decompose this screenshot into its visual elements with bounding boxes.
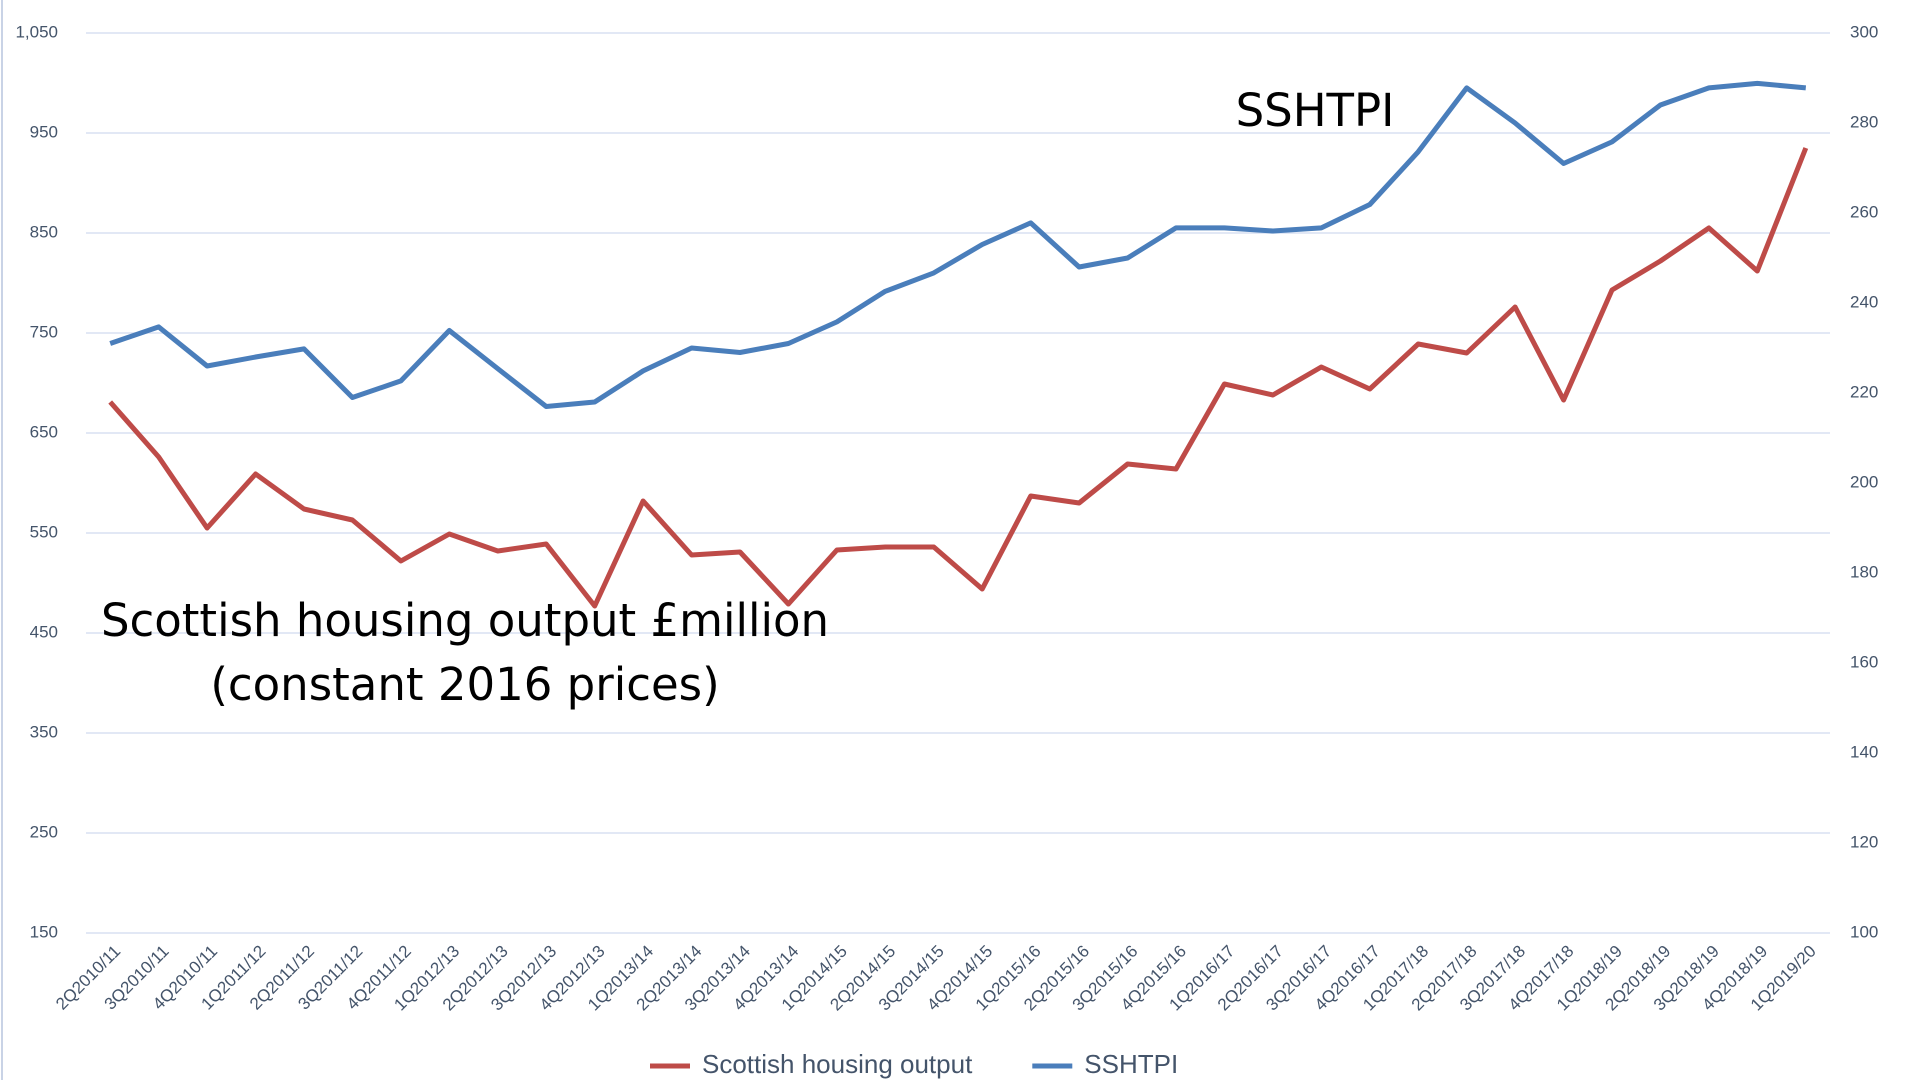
y-tick-label: 150 <box>30 922 58 941</box>
y2-tick-label: 280 <box>1850 112 1878 131</box>
y-tick-label: 750 <box>30 322 58 341</box>
y-tick-label: 450 <box>30 622 58 641</box>
series-line <box>109 80 1807 409</box>
y2-tick-label: 100 <box>1850 922 1878 941</box>
annotation: Scottish housing output £million <box>101 594 829 647</box>
y2-tick-label: 180 <box>1850 562 1878 581</box>
y2-tick-label: 120 <box>1850 832 1878 851</box>
y-tick-label: 1,050 <box>15 22 58 41</box>
y2-tick-label: 200 <box>1850 472 1878 491</box>
annotation: (constant 2016 prices) <box>210 658 719 711</box>
annotation: SSHTPI <box>1236 84 1395 137</box>
legend-label: SSHTPI <box>1084 1049 1178 1079</box>
y2-tick-label: 300 <box>1850 22 1878 41</box>
y2-tick-label: 260 <box>1850 202 1878 221</box>
y-tick-label: 350 <box>30 722 58 741</box>
series-line <box>108 147 1809 609</box>
y-tick-label: 850 <box>30 222 58 241</box>
y-tick-label: 550 <box>30 522 58 541</box>
legend-label: Scottish housing output <box>702 1049 973 1079</box>
y-tick-label: 250 <box>30 822 58 841</box>
y2-tick-label: 140 <box>1850 742 1878 761</box>
y2-tick-label: 220 <box>1850 382 1878 401</box>
y-tick-label: 650 <box>30 422 58 441</box>
y2-tick-label: 240 <box>1850 292 1878 311</box>
y2-tick-label: 160 <box>1850 652 1878 671</box>
y-tick-label: 950 <box>30 122 58 141</box>
